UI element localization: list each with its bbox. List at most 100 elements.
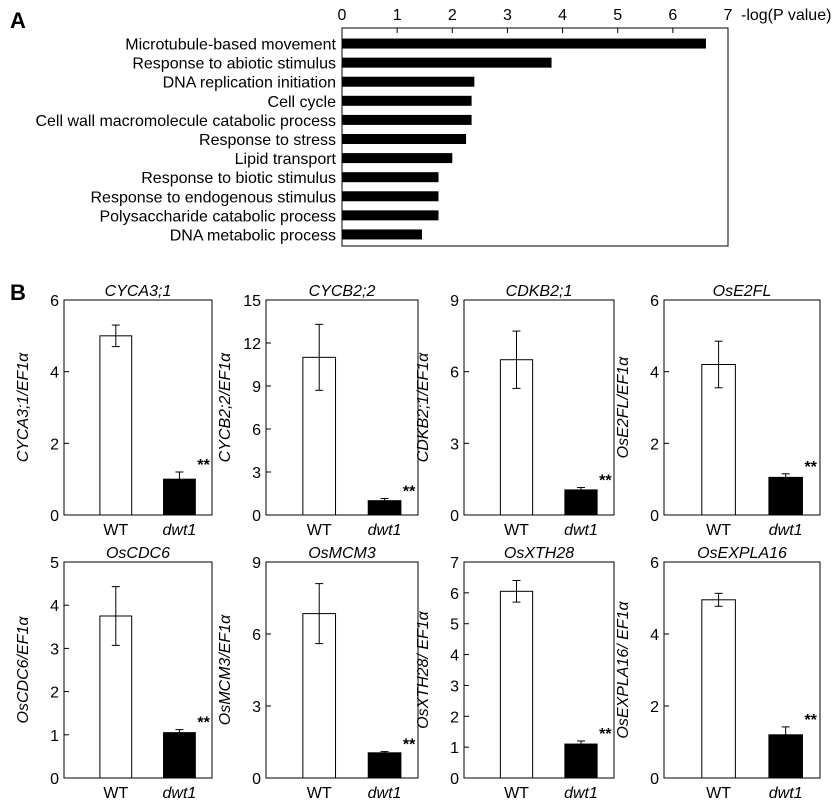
- y-tick-label: 3: [450, 678, 459, 695]
- y-tick-label: 5: [450, 617, 459, 634]
- category-label: WT: [103, 522, 128, 539]
- significance-marker: **: [403, 484, 416, 501]
- y-axis-label: OsMCM3/EF1α: [217, 614, 234, 725]
- y-tick-label: 9: [252, 555, 261, 572]
- y-tick-label: 0: [450, 508, 459, 525]
- y-tick-label: 6: [252, 422, 261, 439]
- category-label: Polysaccharide catabolic process: [99, 208, 336, 225]
- subchart-1: 0 3 6 9 12 15 WT dwt1 ** CYCB2;2 CYCB2;2/EF1α: [217, 283, 419, 539]
- category-label: DNA metabolic process: [170, 227, 336, 244]
- bar-WT: [701, 599, 736, 779]
- subchart-frame: [663, 299, 821, 516]
- y-axis-label: CYCA3;1/EF1α: [15, 352, 32, 462]
- y-tick-label: 7: [450, 555, 459, 572]
- category-label: WT: [706, 522, 731, 539]
- y-tick-label: 3: [252, 699, 261, 716]
- subchart-frame: [63, 561, 213, 779]
- subchart-title: CDKB2;1: [506, 283, 573, 300]
- y-tick-label: 6: [650, 293, 659, 310]
- category-label: WT: [504, 522, 529, 539]
- category-label: dwt1: [163, 522, 197, 539]
- category-label: WT: [307, 785, 332, 800]
- y-axis-label: OsXTH28/ EF1α: [415, 610, 432, 728]
- y-tick-label: 4: [650, 365, 659, 382]
- subchart-title: CYCB2;2: [309, 283, 376, 300]
- y-tick-label: 2: [650, 699, 659, 716]
- category-label: dwt1: [564, 785, 598, 800]
- x-tick-label: 5: [613, 7, 622, 24]
- bar-10: [342, 229, 422, 240]
- category-label: dwt1: [368, 522, 402, 539]
- y-tick-label: 3: [252, 465, 261, 482]
- y-tick-label: 6: [50, 293, 59, 310]
- significance-marker: **: [599, 726, 612, 743]
- category-label: WT: [307, 522, 332, 539]
- category-label: WT: [103, 785, 128, 800]
- y-tick-label: 2: [50, 436, 59, 453]
- y-tick-label: 9: [252, 379, 261, 396]
- subchart-title: OsXTH28: [504, 545, 574, 562]
- x-tick-label: 1: [393, 7, 402, 24]
- significance-marker: **: [403, 737, 416, 754]
- category-label: Lipid transport: [235, 151, 337, 168]
- y-tick-label: 4: [50, 598, 59, 615]
- bar-WT: [499, 590, 534, 779]
- x-tick-label: 0: [338, 7, 347, 24]
- y-tick-label: 3: [50, 641, 59, 658]
- subchart-frame: [265, 561, 419, 779]
- category-label: Response to stress: [199, 132, 336, 149]
- y-tick-label: 0: [50, 771, 59, 788]
- category-label: Response to endogenous stimulus: [91, 189, 337, 206]
- significance-marker: **: [804, 712, 817, 729]
- y-tick-label: 4: [50, 365, 59, 382]
- bar-4: [342, 114, 472, 125]
- y-axis-label: CYCB2;2/EF1α: [217, 352, 234, 462]
- category-label: Response to biotic stimulus: [141, 170, 336, 187]
- bar-dwt1: [564, 743, 598, 779]
- subchart-frame: [663, 561, 821, 779]
- y-tick-label: 2: [50, 685, 59, 702]
- x-tick-label: 6: [668, 7, 677, 24]
- panel-b-letter: B: [10, 280, 26, 305]
- subchart-frame: [265, 299, 419, 516]
- bar-7: [342, 172, 439, 183]
- subchart-3: 0 2 4 6 WT dwt1 ** OsE2FL OsE2FL/EF1α: [615, 283, 821, 539]
- category-label: WT: [504, 785, 529, 800]
- y-tick-label: 2: [650, 436, 659, 453]
- subchart-0: 0 2 4 6 WT dwt1 ** CYCA3;1 CYCA3;1/EF1α: [15, 283, 213, 539]
- y-tick-label: 9: [450, 293, 459, 310]
- significance-marker: **: [599, 473, 612, 490]
- subchart-7: 0 2 4 6 WT dwt1 ** OsEXPLA16 OsEXPLA16/ EF1α: [615, 545, 821, 802]
- bar-dwt1: [564, 489, 598, 516]
- y-tick-label: 6: [650, 555, 659, 572]
- x-axis-label: -log(P value): [741, 7, 831, 24]
- x-tick-label: 2: [448, 7, 457, 24]
- category-label: dwt1: [769, 522, 803, 539]
- y-axis-label: CDKB2;1/EF1α: [415, 352, 432, 462]
- category-label: dwt1: [368, 785, 402, 800]
- panel-a-bar-chart: 0 1 2 3 4 5 6 7 -log(P value) Microtubule-based m…: [35, 7, 831, 247]
- y-tick-label: 5: [50, 555, 59, 572]
- category-label: Microtubule-based movement: [125, 37, 336, 54]
- bar-2: [342, 76, 475, 87]
- subchart-title: OsEXPLA16: [697, 545, 787, 562]
- subchart-frame: [463, 561, 615, 779]
- category-label: Cell cycle: [268, 94, 337, 111]
- category-label: dwt1: [163, 785, 197, 800]
- x-tick-label: 7: [724, 7, 733, 24]
- y-tick-label: 0: [50, 508, 59, 525]
- category-label: dwt1: [769, 785, 803, 800]
- y-tick-label: 4: [450, 648, 459, 665]
- y-axis-label: OsE2FL/EF1α: [615, 356, 632, 458]
- significance-marker: **: [197, 457, 210, 474]
- x-tick-label: 4: [558, 7, 567, 24]
- y-tick-label: 15: [243, 293, 261, 310]
- y-tick-label: 2: [450, 709, 459, 726]
- category-label: dwt1: [564, 522, 598, 539]
- bar-dwt1: [768, 476, 803, 516]
- y-tick-label: 0: [252, 771, 261, 788]
- y-tick-label: 0: [650, 508, 659, 525]
